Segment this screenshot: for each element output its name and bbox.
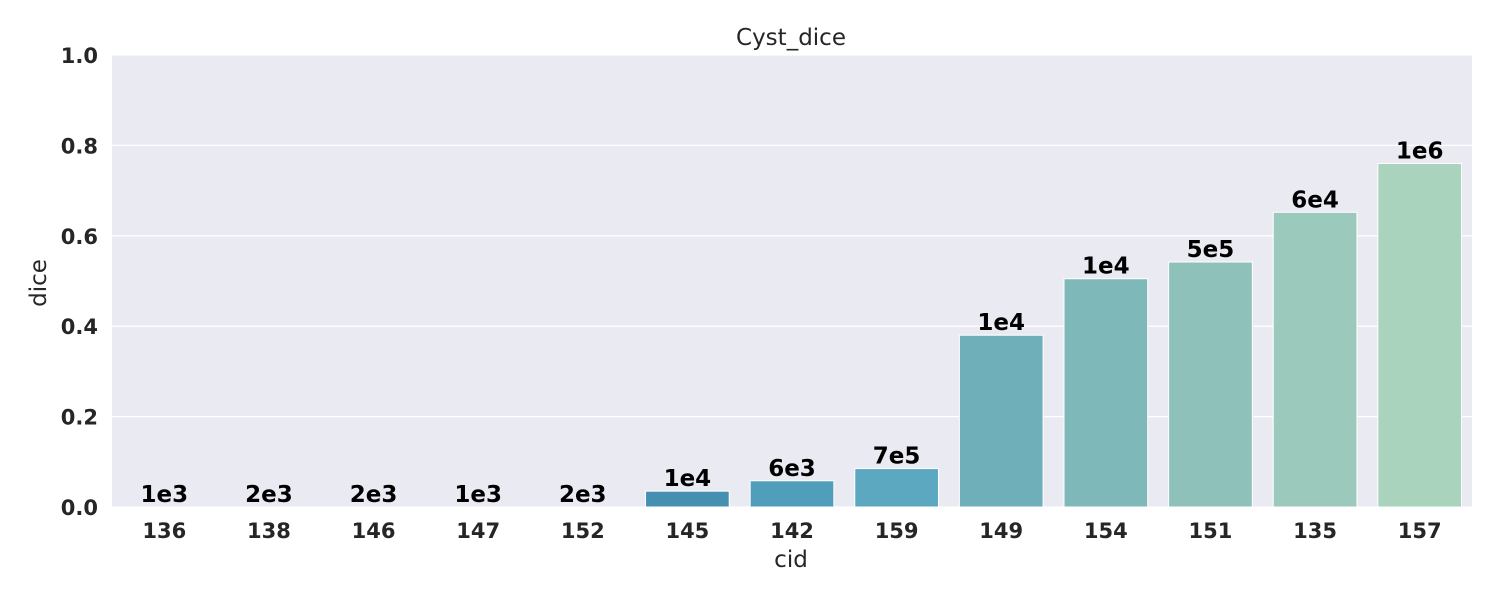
data-label-135: 6e4 (1291, 187, 1339, 213)
data-label-154: 1e4 (1082, 254, 1130, 280)
x-tick-label: 145 (665, 519, 709, 543)
y-tick-label: 0.6 (61, 225, 98, 249)
bar-145 (645, 490, 730, 508)
data-label-142: 6e3 (768, 456, 816, 482)
y-tick-label: 0.4 (61, 315, 98, 339)
x-axis-label: cid (774, 547, 808, 573)
data-label-151: 5e5 (1187, 237, 1235, 263)
x-tick-label: 135 (1293, 519, 1337, 543)
data-label-152: 2e3 (559, 482, 607, 508)
x-tick-label: 157 (1398, 519, 1442, 543)
x-tick-label: 142 (770, 519, 814, 543)
bar-151 (1168, 261, 1253, 508)
x-tick-label: 147 (456, 519, 500, 543)
y-tick-label: 1.0 (61, 44, 98, 68)
x-tick-label: 154 (1084, 519, 1128, 543)
data-label-138: 2e3 (245, 482, 293, 508)
bars (645, 162, 1463, 508)
bar-142 (749, 480, 835, 508)
data-labels: 1e3 2e3 2e3 1e3 2e3 1e4 6e3 7e5 1e4 1e4 5e5 6e4 1e6 (141, 138, 1444, 508)
data-label-145: 1e4 (664, 466, 712, 492)
x-tick-label: 152 (561, 519, 605, 543)
chart-title: Cyst_dice (736, 25, 846, 51)
x-tick-label: 151 (1189, 519, 1233, 543)
data-label-147: 1e3 (454, 482, 502, 508)
y-tick-label: 0.0 (61, 496, 98, 520)
x-tick-label: 146 (352, 519, 396, 543)
data-label-159: 7e5 (873, 444, 921, 470)
data-label-146: 2e3 (350, 482, 398, 508)
bar-154 (1063, 278, 1149, 508)
y-tick-labels: 0.0 0.2 0.4 0.6 0.8 1.0 (61, 44, 98, 520)
y-tick-label: 0.2 (61, 406, 98, 430)
x-tick-label: 138 (247, 519, 291, 543)
bar-159 (854, 468, 939, 508)
x-tick-label: 149 (979, 519, 1023, 543)
plot-area (112, 55, 1472, 507)
x-tick-label: 159 (875, 519, 919, 543)
x-tick-labels: 136 138 146 147 152 145 142 159 149 154 151 135 157 (142, 519, 1441, 543)
bar-149 (958, 334, 1044, 508)
x-tick-label: 136 (142, 519, 186, 543)
data-label-136: 1e3 (141, 482, 189, 508)
bar-157 (1377, 162, 1463, 508)
y-axis-label: dice (26, 259, 52, 307)
bar-135 (1272, 211, 1358, 508)
data-label-157: 1e6 (1396, 138, 1444, 164)
data-label-149: 1e4 (977, 310, 1025, 336)
y-tick-label: 0.8 (61, 134, 98, 158)
